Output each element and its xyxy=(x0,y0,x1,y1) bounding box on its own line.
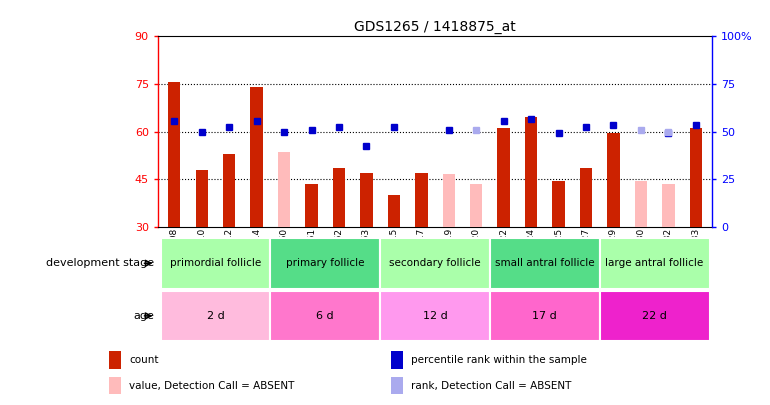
Bar xyxy=(168,83,180,227)
Bar xyxy=(223,154,236,227)
Text: rank, Detection Call = ABSENT: rank, Detection Call = ABSENT xyxy=(411,381,571,390)
Text: secondary follicle: secondary follicle xyxy=(390,258,480,268)
Bar xyxy=(552,181,564,227)
Title: GDS1265 / 1418875_at: GDS1265 / 1418875_at xyxy=(354,20,516,34)
Bar xyxy=(250,87,263,227)
Text: age: age xyxy=(133,311,154,321)
Text: 22 d: 22 d xyxy=(642,311,667,321)
Text: small antral follicle: small antral follicle xyxy=(495,258,594,268)
Bar xyxy=(634,181,647,227)
Bar xyxy=(600,238,709,288)
Bar xyxy=(415,173,427,227)
Bar xyxy=(390,351,403,369)
Bar xyxy=(525,117,537,227)
Bar xyxy=(490,291,600,341)
Bar xyxy=(580,168,592,227)
Bar xyxy=(360,173,373,227)
Text: primordial follicle: primordial follicle xyxy=(170,258,261,268)
Bar xyxy=(161,291,270,341)
Bar xyxy=(390,377,403,394)
Bar xyxy=(388,195,400,227)
Bar xyxy=(333,168,345,227)
Text: primary follicle: primary follicle xyxy=(286,258,364,268)
Bar xyxy=(380,238,490,288)
Bar xyxy=(497,128,510,227)
Bar xyxy=(270,238,380,288)
Text: large antral follicle: large antral follicle xyxy=(605,258,704,268)
Bar xyxy=(109,377,122,394)
Text: percentile rank within the sample: percentile rank within the sample xyxy=(411,355,587,365)
Text: count: count xyxy=(129,355,159,365)
Bar xyxy=(380,291,490,341)
Bar xyxy=(490,238,600,288)
Bar xyxy=(278,152,290,227)
Bar xyxy=(662,184,675,227)
Bar xyxy=(306,184,318,227)
Bar xyxy=(600,291,709,341)
Text: development stage: development stage xyxy=(46,258,154,268)
Bar xyxy=(196,170,208,227)
Text: 12 d: 12 d xyxy=(423,311,447,321)
Bar xyxy=(443,175,455,227)
Text: 6 d: 6 d xyxy=(316,311,334,321)
Text: value, Detection Call = ABSENT: value, Detection Call = ABSENT xyxy=(129,381,295,390)
Bar xyxy=(270,291,380,341)
Bar xyxy=(470,184,482,227)
Text: 2 d: 2 d xyxy=(206,311,224,321)
Text: 17 d: 17 d xyxy=(533,311,557,321)
Bar xyxy=(109,351,122,369)
Bar xyxy=(608,133,620,227)
Bar xyxy=(161,238,270,288)
Bar xyxy=(690,128,702,227)
